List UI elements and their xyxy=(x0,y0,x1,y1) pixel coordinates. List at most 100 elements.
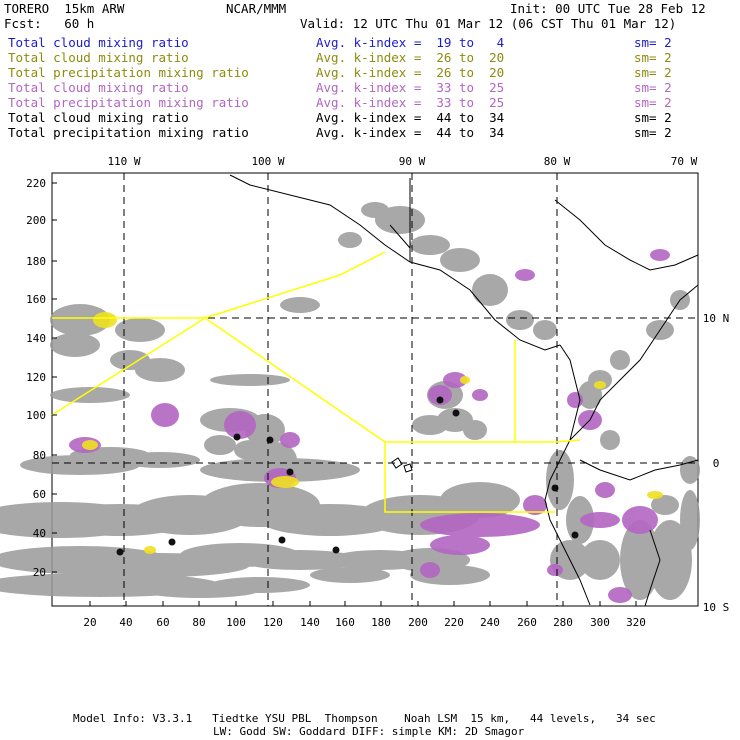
precip-blob xyxy=(595,482,615,498)
legend-field: Total precipitation mixing ratio xyxy=(8,125,249,140)
precip-blob xyxy=(151,403,179,427)
region-outline xyxy=(515,439,581,443)
yellow-blob xyxy=(82,440,98,450)
precip-blob xyxy=(650,249,670,261)
cloud-blob xyxy=(651,495,679,515)
convective-core xyxy=(452,409,460,417)
cloud-blob xyxy=(50,387,130,403)
cloud-blob xyxy=(600,430,620,450)
y-tick-label: 80 xyxy=(33,449,46,462)
init-time: Init: 00 UTC Tue 28 Feb 12 xyxy=(510,1,706,16)
latitude-label: 10 S xyxy=(703,601,730,614)
x-tick-label: 100 xyxy=(226,616,246,629)
coastline xyxy=(389,224,411,249)
cloud-blob xyxy=(210,577,310,593)
cloud-blob xyxy=(620,520,660,600)
cloud-blob xyxy=(580,540,620,580)
valid-time: Valid: 12 UTC Thu 01 Mar 12 (06 CST Thu … xyxy=(300,16,677,31)
precip-blob xyxy=(428,385,452,405)
convective-core xyxy=(571,531,579,539)
legend-kindex: Avg. k-index = 26 to 20 xyxy=(316,65,505,80)
x-tick-label: 260 xyxy=(517,616,537,629)
x-tick-label: 20 xyxy=(83,616,96,629)
coastline xyxy=(569,284,699,441)
cloud-blob xyxy=(472,274,508,306)
physics-info-line: LW: Godd SW: Goddard DIFF: simple KM: 2D… xyxy=(213,725,525,738)
x-tick-label: 160 xyxy=(335,616,355,629)
cloud-blob xyxy=(110,350,150,370)
precip-blob xyxy=(430,535,490,555)
y-tick-label: 180 xyxy=(26,255,46,268)
x-tick-label: 240 xyxy=(480,616,500,629)
legend-field: Total precipitation mixing ratio xyxy=(8,65,249,80)
legend-kindex: Avg. k-index = 26 to 20 xyxy=(316,50,505,65)
precip-blob xyxy=(567,392,583,408)
longitude-label: 80 W xyxy=(544,155,571,168)
coastline xyxy=(554,199,699,271)
precip-blob xyxy=(472,389,488,401)
y-tick-label: 160 xyxy=(26,293,46,306)
longitude-label: 100 W xyxy=(251,155,284,168)
precip-blob xyxy=(580,512,620,528)
yellow-fringe-layer xyxy=(82,312,663,554)
legend-sm: sm= 2 xyxy=(634,80,672,95)
convective-core xyxy=(286,468,294,476)
cloud-blob xyxy=(115,318,165,342)
legend-kindex: Avg. k-index = 44 to 34 xyxy=(316,125,505,140)
convective-core xyxy=(168,538,176,546)
cloud-blob xyxy=(204,435,236,455)
cloud-blob xyxy=(610,350,630,370)
cloud-blob xyxy=(440,482,520,518)
x-tick-label: 280 xyxy=(553,616,573,629)
cloud-blob xyxy=(338,232,362,248)
y-tick-label: 100 xyxy=(26,409,46,422)
convective-core xyxy=(116,548,124,556)
legend-kindex: Avg. k-index = 33 to 25 xyxy=(316,95,505,110)
cloud-blob xyxy=(412,415,448,435)
x-tick-label: 220 xyxy=(444,616,464,629)
precip-blob xyxy=(224,411,256,439)
longitude-label: 110 W xyxy=(107,155,140,168)
cloud-blob xyxy=(463,420,487,440)
cloud-blob xyxy=(440,248,480,272)
cloud-blob xyxy=(410,235,450,255)
cloud-blob xyxy=(680,490,700,550)
convective-core xyxy=(436,396,444,404)
yellow-blob xyxy=(594,381,606,389)
x-tick-label: 180 xyxy=(371,616,391,629)
region-outline xyxy=(204,251,386,319)
y-tick-label: 20 xyxy=(33,566,46,579)
y-tick-label: 60 xyxy=(33,488,46,501)
precip-blob xyxy=(547,564,563,576)
cloud-blob xyxy=(648,520,692,600)
cloud-blob xyxy=(50,333,100,357)
longitude-label: 90 W xyxy=(399,155,426,168)
cloud-blob xyxy=(310,567,390,583)
cloud-blob xyxy=(240,550,360,570)
legend-sm: sm= 2 xyxy=(634,50,672,65)
yellow-blob xyxy=(460,376,470,384)
longitude-label: 70 W xyxy=(671,155,698,168)
yellow-blob xyxy=(647,491,663,499)
cloud-blob xyxy=(210,374,290,386)
legend-kindex: Avg. k-index = 19 to 4 xyxy=(316,35,505,50)
yellow-blob xyxy=(93,312,117,328)
yellow-blob xyxy=(271,476,299,488)
x-tick-label: 80 xyxy=(192,616,205,629)
cloud-blob xyxy=(50,304,110,336)
y-tick-label: 40 xyxy=(33,527,46,540)
coastline xyxy=(644,529,661,607)
legend-sm: sm= 2 xyxy=(634,35,672,50)
x-tick-label: 60 xyxy=(156,616,169,629)
cloud-blob xyxy=(546,450,574,510)
precip-blob xyxy=(515,269,535,281)
y-tick-label: 140 xyxy=(26,332,46,345)
coastline xyxy=(544,344,591,606)
y-tick-label: 200 xyxy=(26,214,46,227)
model-title: TORERO 15km ARW xyxy=(4,1,125,16)
cloud-blob xyxy=(533,320,557,340)
region-outline-layer xyxy=(51,251,581,513)
coastline-layer xyxy=(229,174,699,607)
legend-field: Total cloud mixing ratio xyxy=(8,80,189,95)
